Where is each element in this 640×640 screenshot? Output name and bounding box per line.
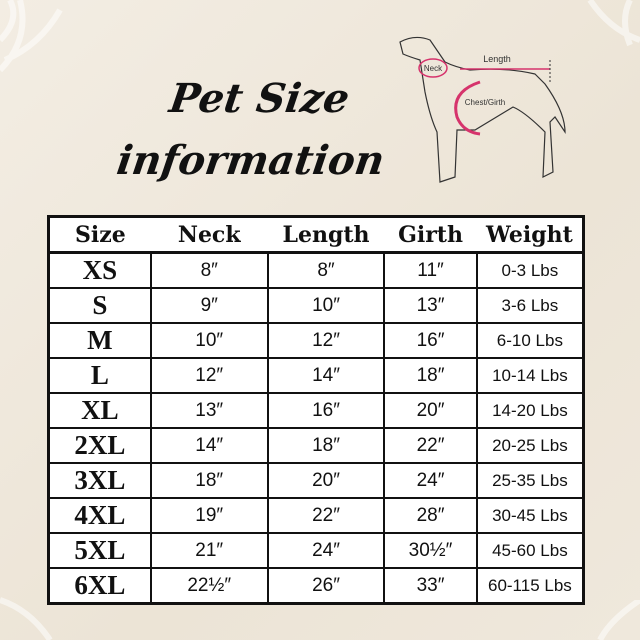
neck-cell: 18″: [149, 462, 269, 499]
girth-cell: 24″: [383, 462, 478, 499]
table-row: XL 13″ 16″ 20″ 14-20 Lbs: [47, 392, 585, 429]
size-cell: XL: [47, 392, 152, 429]
girth-cell: 13″: [383, 287, 478, 324]
girth-cell: 11″: [383, 251, 478, 289]
size-cell: S: [47, 287, 152, 324]
size-cell: 4XL: [47, 497, 152, 534]
weight-cell: 45-60 Lbs: [475, 532, 585, 569]
column-header: Size: [48, 216, 151, 254]
length-label: Length: [483, 54, 511, 64]
girth-cell: 30½″: [383, 532, 478, 569]
weight-cell: 30-45 Lbs: [475, 497, 585, 534]
neck-cell: 21″: [149, 532, 269, 569]
table-row: 3XL 18″ 20″ 24″ 25-35 Lbs: [47, 462, 585, 499]
table-row: S 9″ 10″ 13″ 3-6 Lbs: [47, 287, 585, 324]
size-cell: 2XL: [47, 427, 152, 464]
table-row: XS 8″ 8″ 11″ 0-3 Lbs: [47, 251, 585, 289]
column-header: Length: [267, 216, 385, 254]
neck-cell: 13″: [149, 392, 269, 429]
page-title: Pet Size information: [111, 68, 398, 192]
table-row: 4XL 19″ 22″ 28″ 30-45 Lbs: [47, 497, 585, 534]
neck-cell: 10″: [149, 322, 269, 359]
size-cell: L: [47, 357, 152, 394]
leaf-decoration-icon: [597, 600, 640, 640]
table-row: 5XL 21″ 24″ 30½″ 45-60 Lbs: [47, 532, 585, 569]
length-cell: 8″: [266, 251, 386, 289]
girth-label: Chest/Girth: [465, 98, 505, 107]
girth-cell: 16″: [383, 322, 478, 359]
title-line-1: Pet Size: [166, 75, 353, 122]
table-row: L 12″ 14″ 18″ 10-14 Lbs: [47, 357, 585, 394]
length-cell: 22″: [266, 497, 386, 534]
leaf-decoration-icon: [587, 0, 640, 47]
length-cell: 16″: [266, 392, 386, 429]
neck-label: Neck: [424, 64, 443, 73]
table-row: 2XL 14″ 18″ 22″ 20-25 Lbs: [47, 427, 585, 464]
girth-cell: 28″: [383, 497, 478, 534]
length-cell: 20″: [266, 462, 386, 499]
neck-cell: 19″: [149, 497, 269, 534]
dog-measurement-diagram: Neck Length Chest/Girth: [399, 36, 566, 183]
dog-outline-icon: [399, 36, 566, 183]
girth-cell: 18″: [383, 357, 478, 394]
girth-arrow: [454, 80, 481, 136]
girth-cell: 33″: [383, 567, 478, 605]
length-cell: 14″: [266, 357, 386, 394]
neck-marker: [418, 58, 448, 78]
size-cell: XS: [47, 251, 152, 289]
column-header: Weight: [476, 216, 584, 254]
table-row: M 10″ 12″ 16″ 6-10 Lbs: [47, 322, 585, 359]
length-cell: 12″: [266, 322, 386, 359]
length-cell: 26″: [266, 567, 386, 605]
size-table: Size Neck Length Girth Weight XS 8″ 8″ 11″ 0-3 L…: [47, 215, 585, 605]
size-cell: M: [47, 322, 152, 359]
weight-cell: 10-14 Lbs: [475, 357, 585, 394]
weight-cell: 0-3 Lbs: [475, 251, 585, 289]
length-cell: 10″: [266, 287, 386, 324]
neck-cell: 22½″: [149, 567, 269, 605]
weight-cell: 60-115 Lbs: [475, 567, 585, 605]
size-cell: 6XL: [47, 567, 152, 605]
girth-cell: 20″: [383, 392, 478, 429]
weight-cell: 14-20 Lbs: [475, 392, 585, 429]
weight-cell: 20-25 Lbs: [475, 427, 585, 464]
leaf-decoration-icon: [0, 0, 63, 73]
size-cell: 5XL: [47, 532, 152, 569]
length-cell: 18″: [266, 427, 386, 464]
neck-cell: 14″: [149, 427, 269, 464]
weight-cell: 6-10 Lbs: [475, 322, 585, 359]
neck-cell: 12″: [149, 357, 269, 394]
size-cell: 3XL: [47, 462, 152, 499]
title-line-2: information: [113, 137, 388, 184]
leaf-decoration-icon: [0, 597, 53, 640]
neck-cell: 9″: [149, 287, 269, 324]
neck-cell: 8″: [149, 251, 269, 289]
girth-cell: 22″: [383, 427, 478, 464]
table-row: 6XL 22½″ 26″ 33″ 60-115 Lbs: [47, 567, 585, 605]
column-header: Neck: [150, 216, 268, 254]
length-cell: 24″: [266, 532, 386, 569]
column-header: Girth: [384, 216, 477, 254]
weight-cell: 25-35 Lbs: [475, 462, 585, 499]
weight-cell: 3-6 Lbs: [475, 287, 585, 324]
